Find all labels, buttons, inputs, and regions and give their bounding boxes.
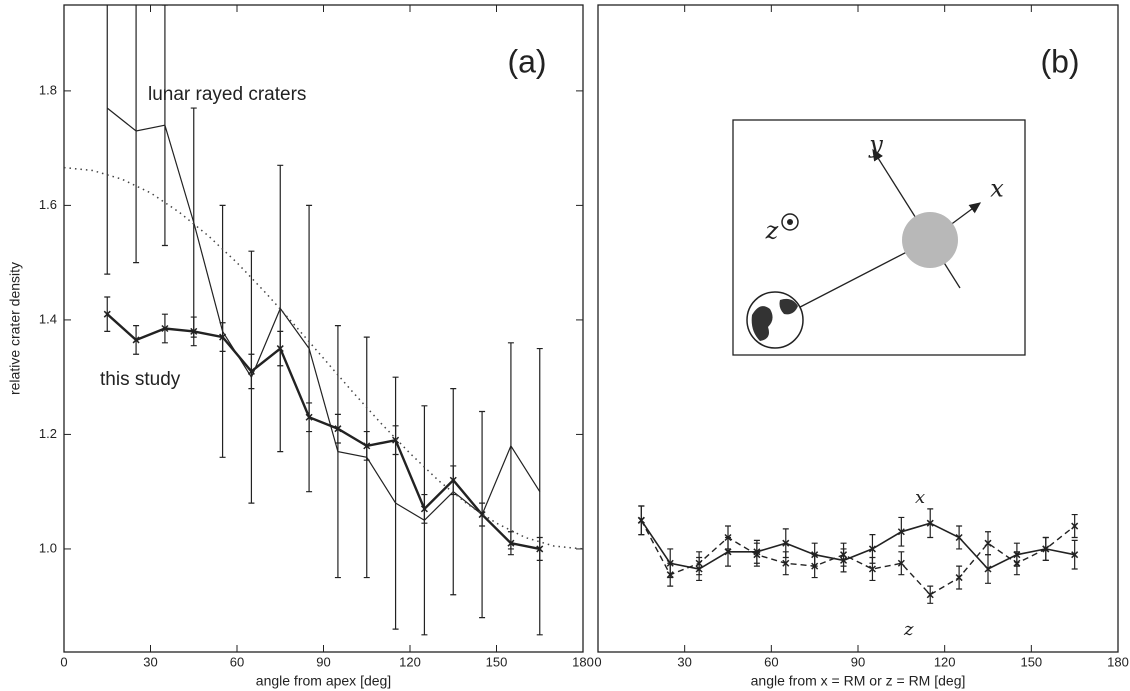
y-tick-label: 1.0 [39, 540, 57, 555]
series-label: z [903, 619, 914, 640]
point-marker [955, 574, 963, 582]
x-tick-label: 30 [143, 654, 157, 669]
inset-diagram [732, 119, 1026, 356]
point-marker [868, 545, 876, 553]
x-axis-label: angle from x = RM or z = RM [deg] [751, 673, 966, 689]
y-tick-label: 1.4 [39, 311, 57, 326]
error-bar [306, 204, 313, 493]
point-marker [478, 511, 486, 519]
x-tick-label: 120 [399, 654, 421, 669]
point-marker [1071, 522, 1079, 530]
x-tick-label: 90 [316, 654, 330, 669]
inset-label: z [765, 217, 779, 245]
series-label: this study [100, 369, 181, 390]
point-marker [724, 548, 732, 556]
x-axis-label: angle from apex [deg] [256, 673, 391, 689]
series-line [106, 313, 541, 551]
point-marker [840, 551, 848, 559]
point-marker [161, 324, 169, 333]
point-marker [536, 545, 544, 553]
point-marker [449, 476, 457, 484]
point-marker [420, 505, 428, 513]
point-marker [782, 559, 790, 567]
x-tick-label: 150 [486, 654, 508, 669]
error-bar [507, 342, 514, 550]
error-bar [190, 107, 197, 338]
y-tick-label: 1.8 [39, 82, 57, 97]
x-tick-label: 180 [1107, 654, 1129, 669]
point-marker [782, 539, 790, 547]
point-marker [868, 565, 876, 573]
point-marker [103, 310, 111, 318]
x-tick-label: 0 [60, 654, 67, 669]
x-tick-label: 60 [764, 654, 778, 669]
point-marker [219, 333, 227, 341]
x-tick-label: 120 [934, 654, 956, 669]
point-marker [695, 559, 703, 567]
plot-area [637, 505, 1079, 604]
y-tick-label: 1.6 [39, 197, 57, 212]
point-marker [897, 528, 905, 536]
point-marker [1013, 559, 1021, 567]
series-line [640, 519, 1076, 596]
x-tick-label: 150 [1020, 654, 1042, 669]
series-line [640, 519, 1075, 570]
point-marker [1071, 551, 1079, 559]
point-marker [190, 327, 198, 335]
point-marker [984, 539, 992, 547]
x-tick-label: 0 [594, 654, 601, 669]
error-bar [104, 5, 111, 275]
x-tick-label: 90 [851, 654, 865, 669]
point-marker [363, 442, 371, 450]
panel-title: (a) [507, 43, 546, 79]
error-bar [392, 376, 399, 630]
point-marker [334, 425, 342, 433]
point-marker [926, 519, 934, 527]
series-label: lunar rayed craters [148, 84, 306, 105]
error-bar [133, 5, 140, 264]
series-line [106, 107, 541, 522]
point-marker [955, 533, 963, 542]
series-label: x [915, 487, 925, 508]
x-tick-label: 30 [677, 654, 691, 669]
point-marker [1042, 545, 1050, 553]
point-marker [507, 539, 515, 547]
error-bar [536, 347, 543, 636]
point-marker [305, 413, 313, 421]
y-axis-label: relative crater density [7, 262, 23, 395]
error-bar [334, 325, 341, 579]
y-tick-label: 1.2 [39, 426, 57, 441]
point-marker [392, 436, 400, 444]
x-tick-label: 180 [572, 654, 594, 669]
point-marker [637, 516, 645, 524]
plot-frame [63, 4, 584, 653]
point-marker [897, 559, 905, 567]
point-marker [724, 533, 732, 542]
plot-area [64, 5, 583, 636]
x-tick-label: 60 [230, 654, 244, 669]
point-marker [247, 367, 255, 375]
point-marker [276, 345, 284, 353]
point-marker [132, 336, 140, 344]
point-marker [926, 591, 934, 599]
point-marker [666, 571, 674, 579]
point-marker [811, 562, 819, 570]
series-line [64, 166, 583, 550]
inset-label: y [868, 131, 883, 159]
point-marker [753, 551, 761, 559]
point-marker [984, 565, 992, 573]
error-bar [161, 5, 168, 247]
inset-label: x [990, 175, 1004, 203]
panel-title: (b) [1040, 43, 1079, 79]
